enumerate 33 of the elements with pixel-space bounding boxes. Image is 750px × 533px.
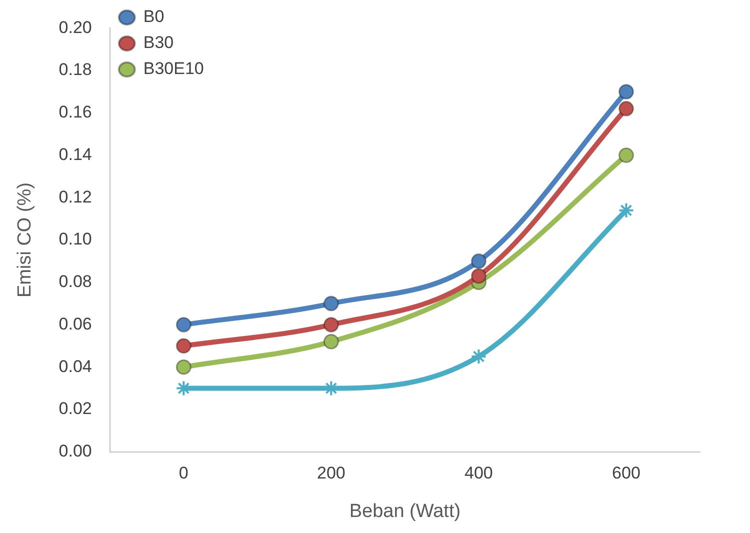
x-tick-label: 200 bbox=[316, 464, 346, 483]
x-axis-title: Beban (Watt) bbox=[349, 500, 461, 522]
legend-label: B30E10 bbox=[143, 59, 204, 78]
point bbox=[323, 316, 339, 332]
point bbox=[618, 84, 634, 100]
point bbox=[618, 148, 634, 164]
point bbox=[618, 100, 634, 116]
y-axis-title: Emisi CO (%) bbox=[14, 182, 36, 298]
y-tick-label: 0.02 bbox=[58, 399, 92, 418]
point bbox=[470, 253, 486, 269]
x-tick-label: 400 bbox=[464, 464, 493, 483]
y-tick-label: 0.12 bbox=[58, 187, 92, 206]
point bbox=[176, 338, 192, 354]
y-tick-label: 0.06 bbox=[58, 314, 92, 334]
y-tick-label: 0.08 bbox=[58, 272, 92, 292]
legend-label: B30 bbox=[143, 33, 174, 52]
y-tick-label: 0.20 bbox=[58, 18, 92, 37]
point bbox=[470, 268, 486, 284]
y-tick-label: 0.10 bbox=[58, 230, 92, 249]
point bbox=[618, 202, 634, 218]
point bbox=[470, 348, 487, 364]
x-tick-label: 600 bbox=[612, 464, 640, 483]
legend-label: B0 bbox=[143, 7, 164, 26]
y-tick-label: 0.16 bbox=[58, 102, 92, 122]
x-tick-label: 0 bbox=[178, 464, 188, 483]
point bbox=[176, 359, 192, 375]
y-tick-label: 0.14 bbox=[58, 144, 92, 164]
y-tick-label: 0.04 bbox=[58, 356, 92, 376]
point bbox=[323, 296, 339, 312]
point bbox=[176, 316, 192, 332]
y-tick-label: 0.00 bbox=[58, 441, 92, 460]
point bbox=[323, 334, 339, 350]
y-tick-label: 0.18 bbox=[58, 60, 92, 80]
